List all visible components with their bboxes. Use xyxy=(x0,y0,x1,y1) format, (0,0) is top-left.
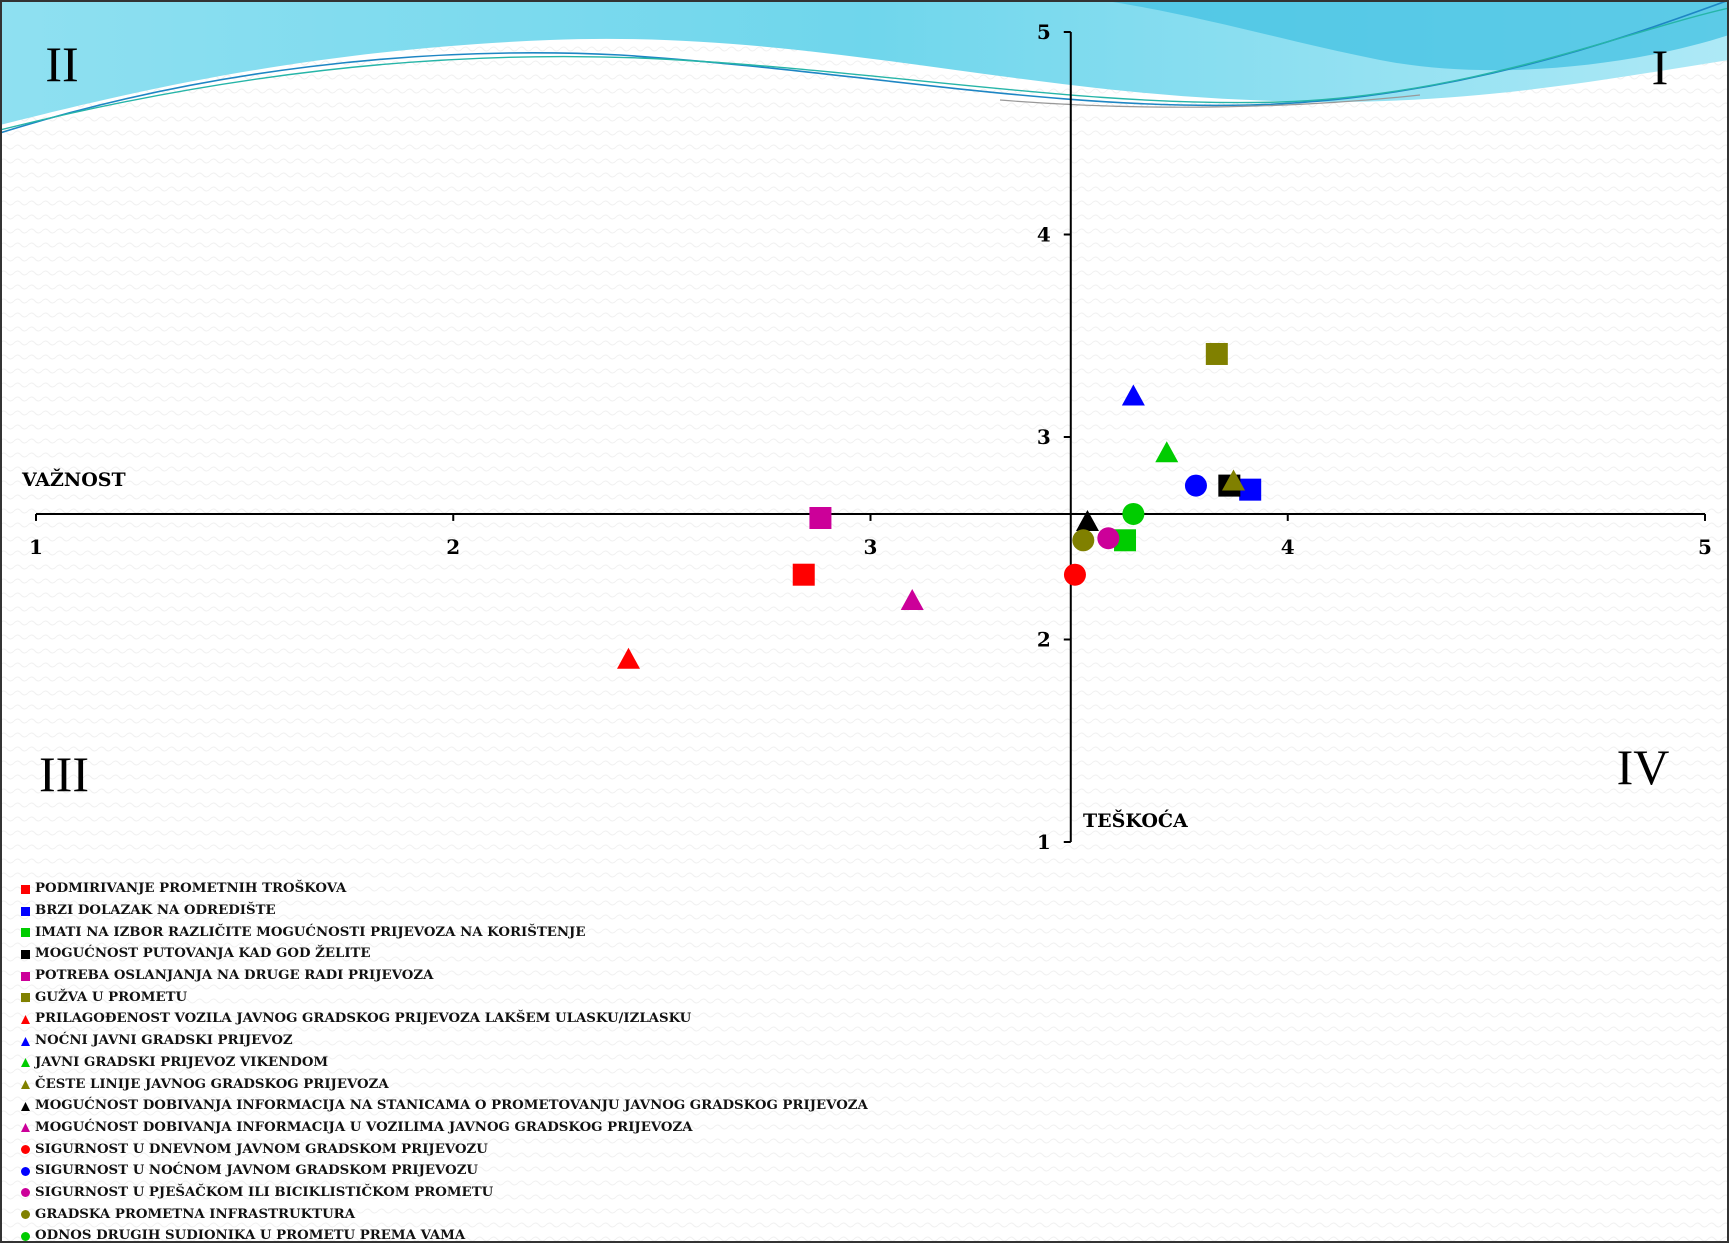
legend-marker-circle xyxy=(21,1188,30,1198)
quadrant-label-i: I xyxy=(1652,39,1669,95)
legend-label: JAVNI GRADSKI PRIJEVOZ VIKENDOM xyxy=(35,1054,329,1070)
x-tick-label: 1 xyxy=(29,535,43,559)
legend-item: SIGURNOST U NOĆNOM JAVNOM GRADSKOM PRIJE… xyxy=(20,1160,1220,1182)
legend-marker-square xyxy=(21,971,30,981)
y-tick-label: 3 xyxy=(1037,425,1051,449)
legend-item: NOĆNI JAVNI GRADSKI PRIJEVOZ xyxy=(20,1030,1220,1052)
data-point-square-6 xyxy=(1205,342,1228,365)
y-tick-label: 1 xyxy=(1037,830,1051,854)
data-point-circle-13 xyxy=(1063,563,1086,586)
legend-label: ODNOS DRUGIH SUDIONIKA U PROMETU PREMA V… xyxy=(35,1228,466,1244)
legend-item: MOGUĆNOST DOBIVANJA INFORMACIJA U VOZILI… xyxy=(20,1117,1220,1139)
y-axis-title: TEŠKOĆA xyxy=(1083,809,1188,832)
y-axis-ticks: 1 2 3 4 5 xyxy=(1037,20,1071,854)
legend-item: JAVNI GRADSKI PRIJEVOZ VIKENDOM xyxy=(20,1052,1220,1074)
x-tick-label: 2 xyxy=(446,535,460,559)
legend-label: NOĆNI JAVNI GRADSKI PRIJEVOZ xyxy=(35,1033,293,1049)
quadrant-label-ii: II xyxy=(45,36,78,92)
legend-label: PRILAGOĐENOST VOZILA JAVNOG GRADSKOG PRI… xyxy=(35,1011,692,1027)
legend-item: ČESTE LINIJE JAVNOG GRADSKOG PRIJEVOZA xyxy=(20,1073,1220,1095)
legend-label: MOGUĆNOST DOBIVANJA INFORMACIJA U VOZILI… xyxy=(35,1119,693,1135)
legend-item: BRZI DOLAZAK NA ODREDIŠTE xyxy=(20,900,1220,922)
legend-label: SIGURNOST U NOĆNOM JAVNOM GRADSKOM PRIJE… xyxy=(35,1163,479,1179)
legend-marker-triangle xyxy=(21,1036,30,1046)
legend-label: IMATI NA IZBOR RAZLIČITE MOGUĆNOSTI PRIJ… xyxy=(35,924,586,940)
y-tick-label: 4 xyxy=(1037,223,1051,247)
data-point-triangle-7 xyxy=(616,647,640,669)
data-point-square-2 xyxy=(1239,478,1262,501)
data-point-circle-16 xyxy=(1072,529,1095,552)
legend-label: POTREBA OSLANJANJA NA DRUGE RADI PRIJEVO… xyxy=(35,968,434,984)
quadrant-label-iii: III xyxy=(39,746,89,802)
x-axis-ticks: 1 2 3 4 5 xyxy=(29,513,1712,559)
legend-marker-circle xyxy=(21,1145,30,1155)
data-point-triangle-9 xyxy=(1155,441,1179,463)
data-point-triangle-8 xyxy=(1121,384,1145,406)
wave-line-3 xyxy=(999,94,1421,108)
legend-item: GRADSKA PROMETNA INFRASTRUKTURA xyxy=(20,1203,1220,1225)
legend-label: PODMIRIVANJE PROMETNIH TROŠKOVA xyxy=(35,881,347,897)
data-points xyxy=(616,342,1262,669)
legend-marker-square xyxy=(21,949,30,959)
y-tick-label: 5 xyxy=(1037,20,1051,44)
legend-label: MOGUĆNOST DOBIVANJA INFORMACIJA NA STANI… xyxy=(35,1098,868,1114)
legend-item: SIGURNOST U DNEVNOM JAVNOM GRADSKOM PRIJ… xyxy=(20,1138,1220,1160)
legend-marker-triangle xyxy=(21,1123,30,1133)
legend-item: POTREBA OSLANJANJA NA DRUGE RADI PRIJEVO… xyxy=(20,965,1220,987)
quadrant-label-iv: IV xyxy=(1617,739,1670,795)
legend-marker-triangle xyxy=(21,1080,30,1090)
y-tick-label: 2 xyxy=(1037,628,1051,652)
legend-marker-square xyxy=(21,884,30,894)
legend-item: ODNOS DRUGIH SUDIONIKA U PROMETU PREMA V… xyxy=(20,1225,1220,1247)
wave-line-2 xyxy=(0,7,1729,131)
data-point-triangle-11 xyxy=(1075,510,1099,532)
legend-label: SIGURNOST U PJEŠAČKOM ILI BICIKLISTIČKOM… xyxy=(35,1184,494,1200)
legend-item: MOGUĆNOST DOBIVANJA INFORMACIJA NA STANI… xyxy=(20,1095,1220,1117)
legend-marker-circle xyxy=(21,1210,30,1220)
legend-item: IMATI NA IZBOR RAZLIČITE MOGUĆNOSTI PRIJ… xyxy=(20,921,1220,943)
legend-marker-circle xyxy=(21,1166,30,1176)
data-point-triangle-10 xyxy=(1222,469,1246,491)
data-point-triangle-12 xyxy=(900,589,924,611)
legend-marker-square xyxy=(21,928,30,938)
data-point-circle-14 xyxy=(1184,474,1207,497)
legend-label: GRADSKA PROMETNA INFRASTRUKTURA xyxy=(35,1206,356,1222)
legend-marker-triangle xyxy=(21,1058,30,1068)
data-point-circle-15 xyxy=(1097,527,1120,550)
chart-legend: PODMIRIVANJE PROMETNIH TROŠKOVA BRZI DOLA… xyxy=(20,878,1220,1247)
legend-marker-square xyxy=(21,906,30,916)
legend-label: MOGUĆNOST PUTOVANJA KAD GOD ŽELITE xyxy=(35,946,371,962)
legend-item: GUŽVA U PROMETU xyxy=(20,986,1220,1008)
x-axis-title: VAŽNOST xyxy=(21,468,126,491)
legend-label: SIGURNOST U DNEVNOM JAVNOM GRADSKOM PRIJ… xyxy=(35,1141,488,1157)
legend-label: BRZI DOLAZAK NA ODREDIŠTE xyxy=(35,903,276,919)
data-point-circle-17 xyxy=(1122,502,1145,525)
legend-marker-triangle xyxy=(21,1014,30,1024)
legend-item: MOGUĆNOST PUTOVANJA KAD GOD ŽELITE xyxy=(20,943,1220,965)
legend-item: PRILAGOĐENOST VOZILA JAVNOG GRADSKOG PRI… xyxy=(20,1008,1220,1030)
data-point-square-3 xyxy=(1114,529,1137,552)
legend-item: PODMIRIVANJE PROMETNIH TROŠKOVA xyxy=(20,878,1220,900)
data-point-square-5 xyxy=(809,507,832,529)
legend-label: ČESTE LINIJE JAVNOG GRADSKOG PRIJEVOZA xyxy=(35,1076,389,1092)
legend-marker-triangle xyxy=(21,1101,30,1111)
data-point-square-1 xyxy=(792,563,815,586)
legend-marker-circle xyxy=(21,1231,30,1241)
legend-marker-square xyxy=(21,993,30,1003)
x-tick-label: 4 xyxy=(1281,535,1295,559)
wave-line-1 xyxy=(0,0,1729,134)
x-tick-label: 5 xyxy=(1698,535,1712,559)
legend-item: SIGURNOST U PJEŠAČKOM ILI BICIKLISTIČKOM… xyxy=(20,1182,1220,1204)
legend-label: GUŽVA U PROMETU xyxy=(35,989,188,1005)
x-tick-label: 3 xyxy=(864,535,878,559)
